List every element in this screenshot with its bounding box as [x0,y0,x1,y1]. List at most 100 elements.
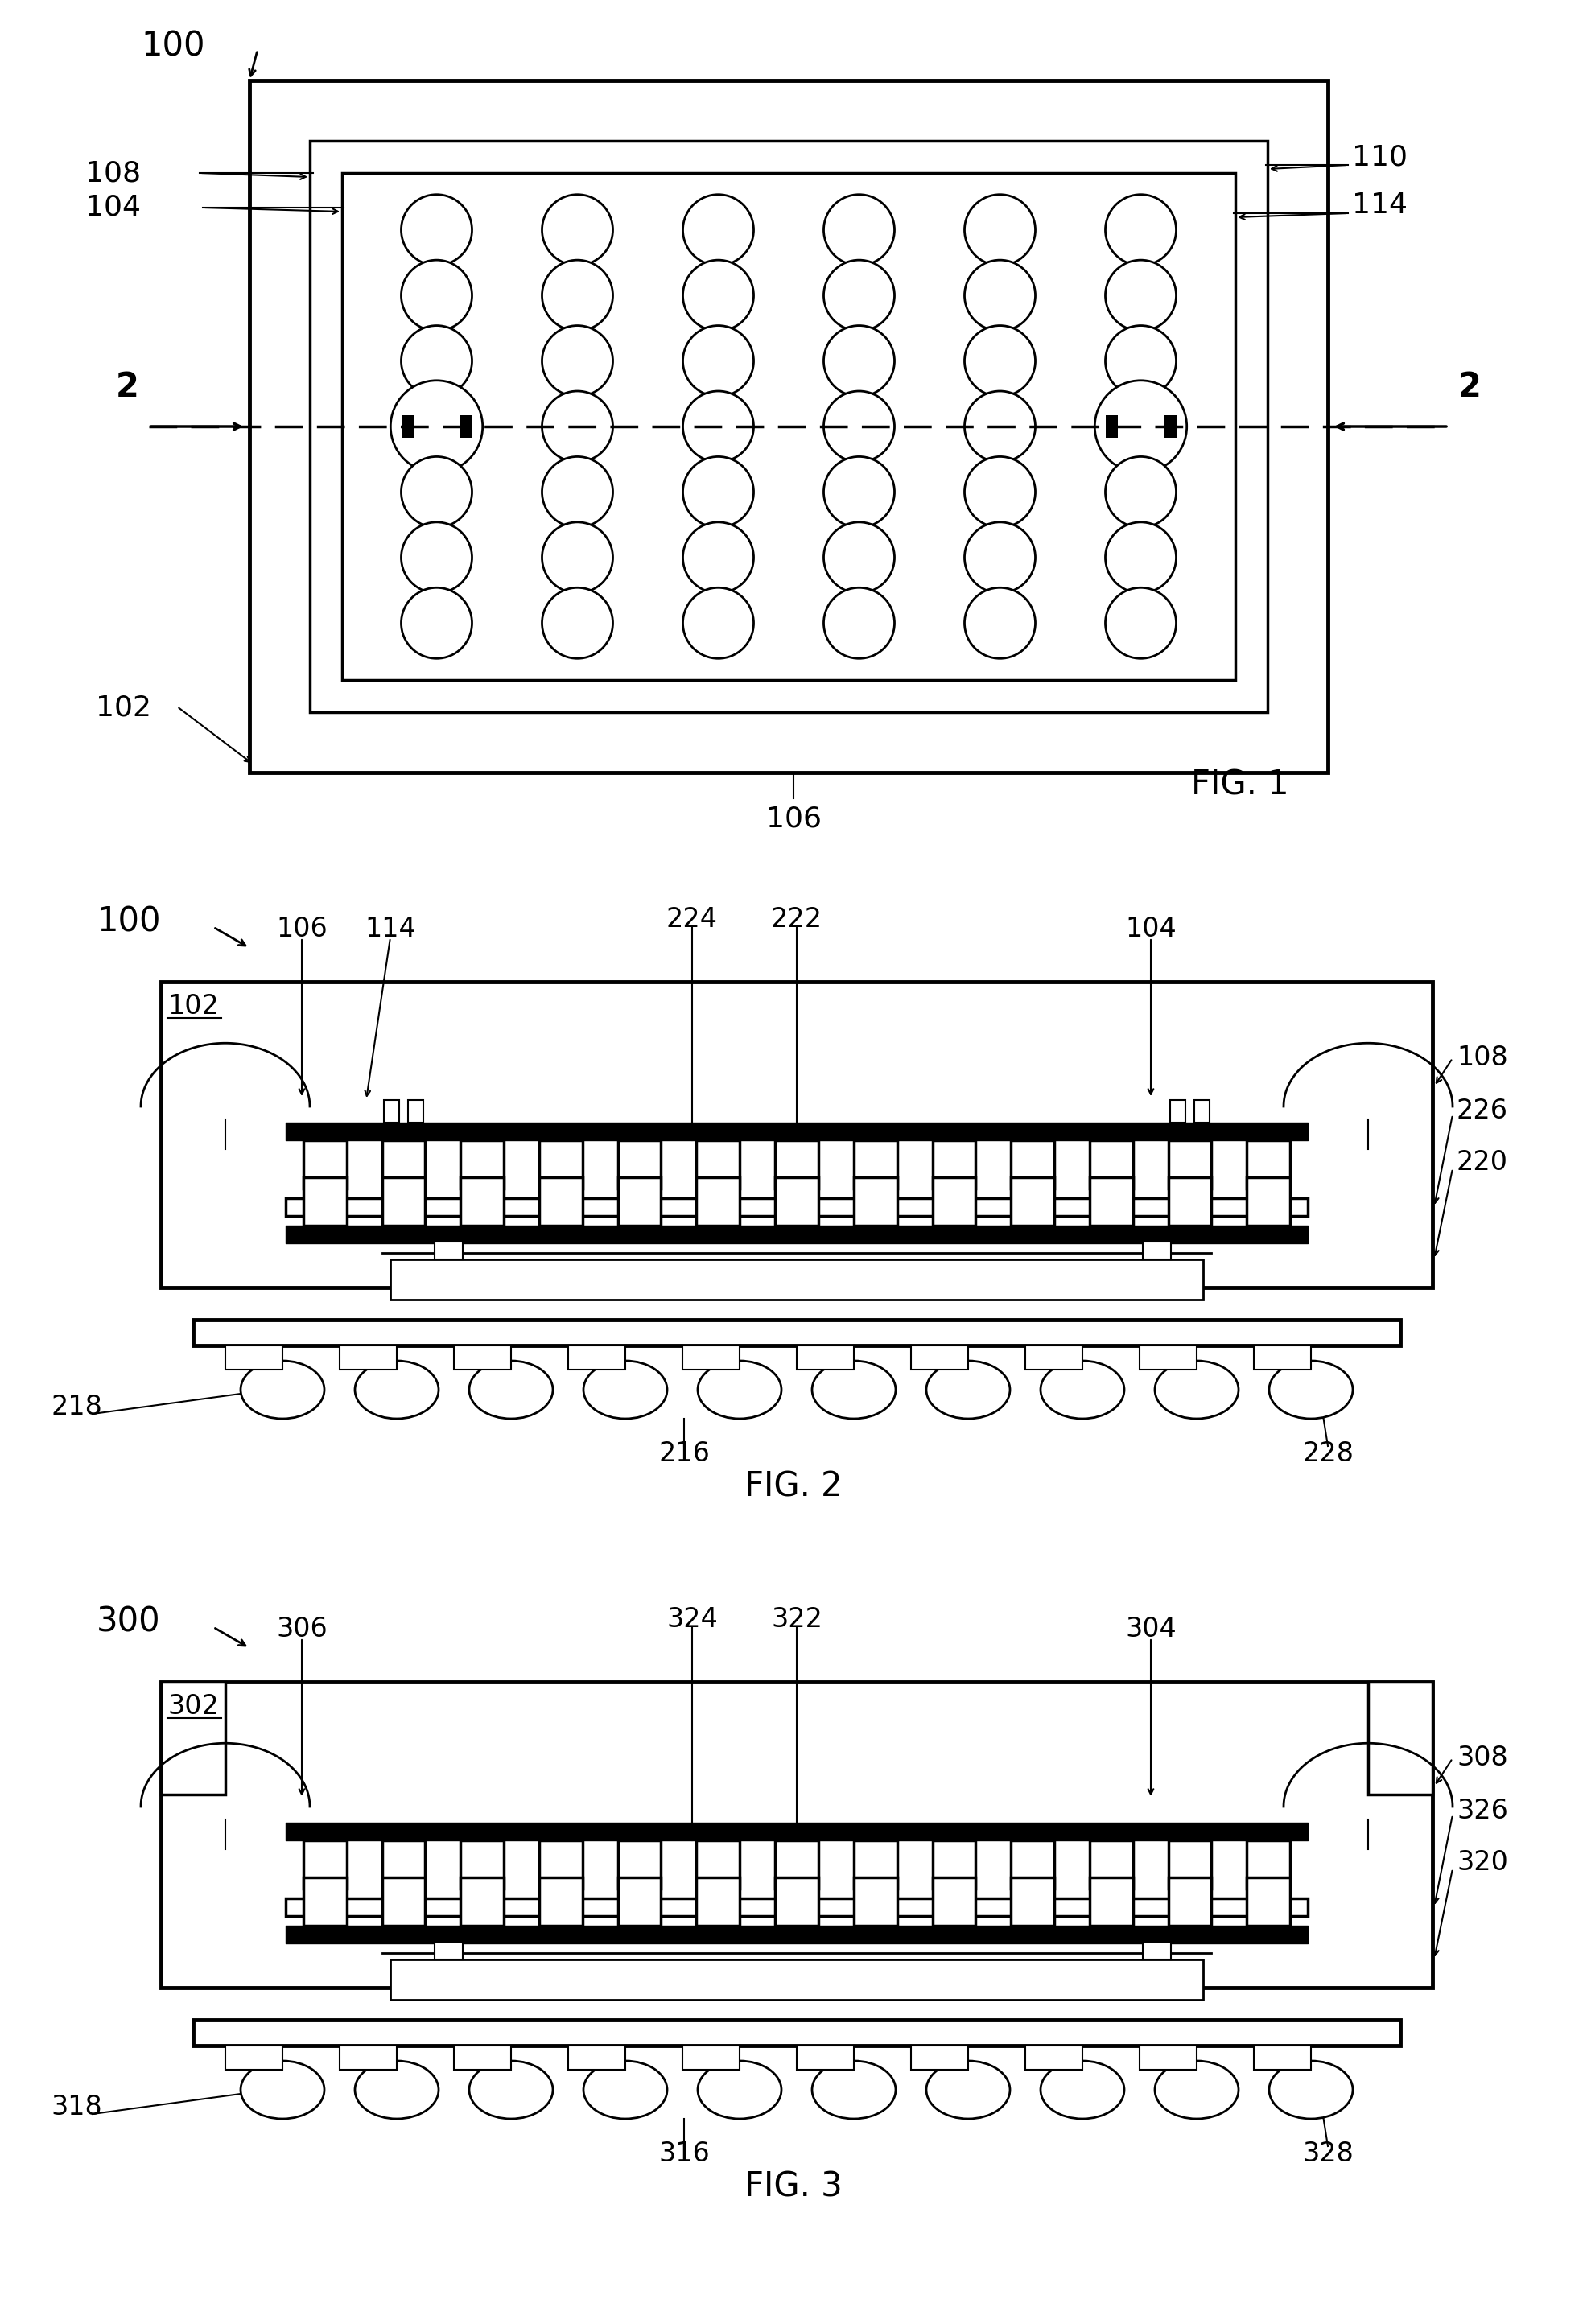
Bar [1247,1841,1290,1889]
Bar [1025,2045,1082,2071]
Bar [1139,1346,1197,1369]
Bar [402,416,414,437]
Bar [617,1878,662,1927]
Ellipse shape [682,195,754,265]
Ellipse shape [1041,2061,1124,2119]
Bar [797,1346,854,1369]
Bar [225,2045,282,2071]
Bar [774,1841,819,1889]
Ellipse shape [682,390,754,462]
Text: 110: 110 [1352,144,1408,170]
Bar [682,1346,740,1369]
Text: 108: 108 [86,160,141,186]
Bar [382,1178,425,1225]
Ellipse shape [1155,1362,1238,1418]
Bar [682,2045,740,2071]
Ellipse shape [1106,456,1176,528]
Bar [160,1683,1433,1987]
Ellipse shape [682,260,754,330]
Bar [460,1878,503,1927]
Bar [382,1141,425,1188]
Bar [303,1841,346,1889]
Text: 228: 228 [1303,1441,1354,1466]
Ellipse shape [390,381,482,472]
Ellipse shape [682,325,754,397]
Bar [343,172,1235,681]
Bar [286,1899,1308,1915]
Text: 114: 114 [1352,191,1408,218]
Bar [1139,2045,1197,2071]
Ellipse shape [543,456,613,528]
Bar [460,1178,503,1225]
Ellipse shape [965,390,1035,462]
Ellipse shape [543,523,613,593]
Bar [932,1878,976,1927]
Text: 322: 322 [771,1606,822,1631]
Ellipse shape [543,390,613,462]
Text: 2: 2 [1458,370,1482,404]
Text: 302: 302 [167,1692,219,1720]
Ellipse shape [965,260,1035,330]
Text: 104: 104 [86,193,141,221]
Bar [303,1878,346,1927]
Text: 316: 316 [659,2140,709,2168]
Text: 216: 216 [659,1441,709,1466]
Bar [303,1141,346,1188]
Ellipse shape [584,2061,667,2119]
Bar [382,1841,425,1889]
Ellipse shape [1155,2061,1238,2119]
Text: 324: 324 [667,1606,717,1631]
Bar [435,1241,463,1260]
Text: 320: 320 [1457,1850,1508,1875]
Text: 100: 100 [97,904,160,939]
Ellipse shape [824,588,895,658]
Bar [540,1841,582,1889]
Bar [1168,1841,1211,1889]
Bar [1025,1346,1082,1369]
Bar [382,1878,425,1927]
Bar [1168,1141,1211,1188]
Bar [160,981,1433,1287]
Bar [1368,1683,1433,1794]
Bar [1254,1346,1311,1369]
Bar [1011,1141,1054,1188]
Bar [160,1683,225,1794]
Text: 326: 326 [1457,1796,1508,1824]
Ellipse shape [1106,523,1176,593]
Ellipse shape [965,588,1035,658]
Bar [617,1141,662,1188]
Bar [617,1841,662,1889]
Text: 318: 318 [51,2094,102,2122]
Bar [1170,1099,1185,1122]
Text: 102: 102 [95,695,151,723]
Bar [1011,1841,1054,1889]
Bar [303,1178,346,1225]
Ellipse shape [1106,195,1176,265]
Ellipse shape [543,325,613,397]
Ellipse shape [584,1362,667,1418]
Ellipse shape [824,456,895,528]
Ellipse shape [402,523,471,593]
Ellipse shape [1106,325,1176,397]
Text: 304: 304 [1125,1615,1176,1643]
Bar [1090,1141,1133,1188]
Bar [774,1178,819,1225]
Bar [774,1141,819,1188]
Ellipse shape [1041,1362,1124,1418]
Bar [460,1841,503,1889]
Bar [1143,1943,1171,1959]
Ellipse shape [543,260,613,330]
Bar [854,1841,897,1889]
Bar [1193,1099,1209,1122]
Bar [911,1346,968,1369]
Ellipse shape [824,390,895,462]
Bar [540,1878,582,1927]
Text: 328: 328 [1303,2140,1354,2168]
Text: 306: 306 [276,1615,327,1643]
Bar [1168,1878,1211,1927]
Ellipse shape [402,588,471,658]
Bar [540,1178,582,1225]
Bar [454,2045,511,2071]
Bar [854,1878,897,1927]
Bar [932,1141,976,1188]
